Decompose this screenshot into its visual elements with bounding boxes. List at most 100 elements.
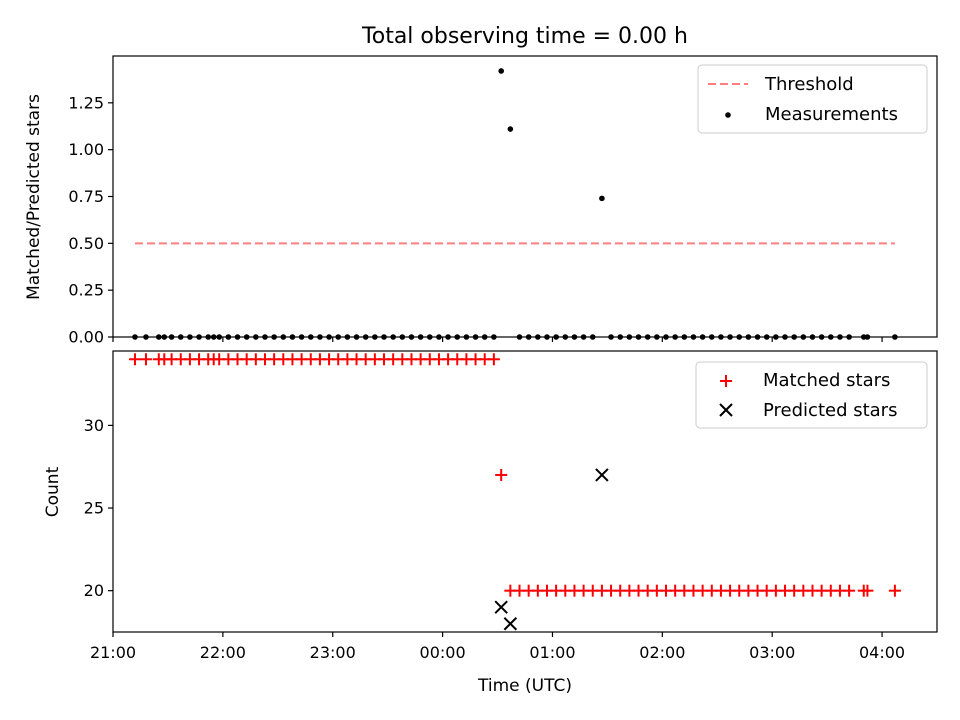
legend-measurements-swatch bbox=[725, 112, 731, 118]
measurement-point bbox=[663, 334, 669, 340]
measurement-point bbox=[362, 334, 369, 340]
measurement-point bbox=[155, 334, 162, 340]
count-panel-frame bbox=[112, 350, 938, 633]
measurement-point bbox=[599, 195, 605, 202]
measurement-point bbox=[846, 334, 852, 340]
measurement-point bbox=[408, 334, 415, 340]
measurement-point bbox=[507, 126, 514, 132]
measurement-point bbox=[307, 334, 314, 340]
legend-predicted-swatch bbox=[719, 403, 733, 417]
chart-title: Total observing time = 0.00 h bbox=[361, 24, 688, 49]
bottom-y-axis-label: Count bbox=[43, 466, 63, 517]
x-tick-label: 02:00 bbox=[639, 643, 685, 662]
measurement-point bbox=[225, 334, 232, 340]
measurement-point bbox=[580, 334, 587, 340]
measurement-point bbox=[571, 334, 578, 340]
measurement-point bbox=[205, 334, 212, 340]
matched-star-point bbox=[495, 468, 508, 481]
matched-star-point bbox=[861, 584, 874, 597]
measurement-point bbox=[472, 334, 479, 340]
measurement-point bbox=[426, 334, 433, 340]
measurement-point bbox=[654, 334, 660, 340]
ratio-y-tick-label: 1.00 bbox=[68, 140, 104, 159]
measurement-point bbox=[553, 334, 559, 340]
matched-star-point bbox=[139, 353, 152, 366]
measurement-point bbox=[562, 334, 569, 340]
measurement-point bbox=[372, 334, 378, 340]
measurement-point bbox=[544, 334, 550, 340]
legend-measurements-label: Measurements bbox=[765, 104, 898, 125]
measurement-point bbox=[617, 334, 624, 340]
predicted-star-point bbox=[595, 468, 609, 482]
matched-star-point bbox=[843, 584, 856, 597]
ratio-y-tick-label: 0.25 bbox=[68, 281, 104, 300]
matched-star-point bbox=[487, 353, 500, 366]
measurement-point bbox=[727, 334, 733, 340]
x-tick-label: 00:00 bbox=[420, 643, 466, 662]
x-axis-label: Time (UTC) bbox=[477, 676, 572, 696]
measurement-point bbox=[481, 334, 488, 340]
top-legend-box bbox=[697, 64, 928, 134]
measurement-point bbox=[827, 334, 834, 340]
measurement-point bbox=[463, 334, 470, 340]
measurement-point bbox=[818, 334, 825, 340]
ratio-y-tick-label: 1.25 bbox=[68, 93, 104, 112]
measurement-point bbox=[837, 334, 843, 340]
x-tick-label: 04:00 bbox=[859, 643, 905, 662]
predicted-star-point bbox=[503, 617, 518, 631]
legend-matched-swatch bbox=[720, 375, 732, 387]
measurement-point bbox=[381, 334, 387, 340]
x-tick-label: 22:00 bbox=[200, 643, 246, 662]
measurement-point bbox=[234, 334, 241, 340]
matched-star-point bbox=[128, 353, 141, 366]
measurement-point bbox=[763, 334, 770, 340]
count-y-tick-label: 20 bbox=[84, 581, 104, 600]
measurement-point bbox=[454, 334, 461, 340]
measurement-point bbox=[196, 334, 202, 340]
ratio-y-tick-label: 0.50 bbox=[68, 234, 104, 253]
measurement-point bbox=[708, 334, 715, 340]
ratio-y-tick-label: 0.75 bbox=[68, 187, 104, 206]
measurement-point bbox=[516, 334, 523, 340]
measurement-point bbox=[589, 334, 596, 340]
measurement-point bbox=[132, 334, 138, 340]
legend-matched-label: Matched stars bbox=[763, 370, 890, 391]
measurement-point bbox=[525, 334, 532, 340]
measurement-point bbox=[216, 334, 223, 340]
count-y-tick-label: 30 bbox=[84, 416, 104, 435]
measurement-point bbox=[773, 334, 779, 340]
measurement-point bbox=[699, 334, 706, 340]
ratio-panel: 0.00 0.25 0.50 0.75 1.00 1.25 bbox=[68, 55, 938, 347]
top-y-axis-label: Matched/Predicted stars bbox=[24, 94, 44, 300]
measurement-point bbox=[491, 334, 497, 340]
x-tick-label: 03:00 bbox=[749, 643, 795, 662]
top-legend: Threshold Measurements bbox=[697, 64, 928, 134]
measurement-point bbox=[262, 334, 268, 340]
measurement-point bbox=[161, 334, 168, 340]
count-panel: 20 25 30 21:00 22:00 23:00 00:00 01:00 02:00 03:0… bbox=[84, 350, 938, 662]
measurement-point bbox=[417, 334, 424, 340]
measurement-point bbox=[809, 334, 816, 340]
measurement-point bbox=[271, 334, 277, 340]
x-tick-label: 01:00 bbox=[529, 643, 575, 662]
measurement-point bbox=[892, 334, 898, 340]
measurement-point bbox=[736, 334, 743, 340]
measurement-point bbox=[535, 334, 541, 340]
ratio-panel-plot-area: 0.00 0.25 0.50 0.75 1.00 1.25 bbox=[68, 55, 938, 347]
count-y-tick-label: 25 bbox=[84, 499, 104, 518]
measurement-point bbox=[168, 334, 175, 340]
legend-predicted-label: Predicted stars bbox=[763, 400, 897, 421]
measurement-point bbox=[210, 334, 217, 340]
ratio-y-tick-label: 0.00 bbox=[68, 328, 104, 347]
measurement-point bbox=[644, 334, 651, 340]
measurement-point bbox=[864, 334, 871, 340]
predicted-star-point bbox=[494, 600, 508, 614]
measurement-point bbox=[353, 334, 360, 340]
count-panel-plot-area: 20 25 30 21:00 22:00 23:00 00:00 01:00 02:00 03:0… bbox=[84, 350, 938, 662]
measurement-point bbox=[681, 334, 688, 340]
measurement-point bbox=[399, 334, 406, 340]
measurement-point bbox=[335, 334, 342, 340]
measurement-point bbox=[672, 334, 678, 340]
measurement-point bbox=[187, 334, 193, 340]
